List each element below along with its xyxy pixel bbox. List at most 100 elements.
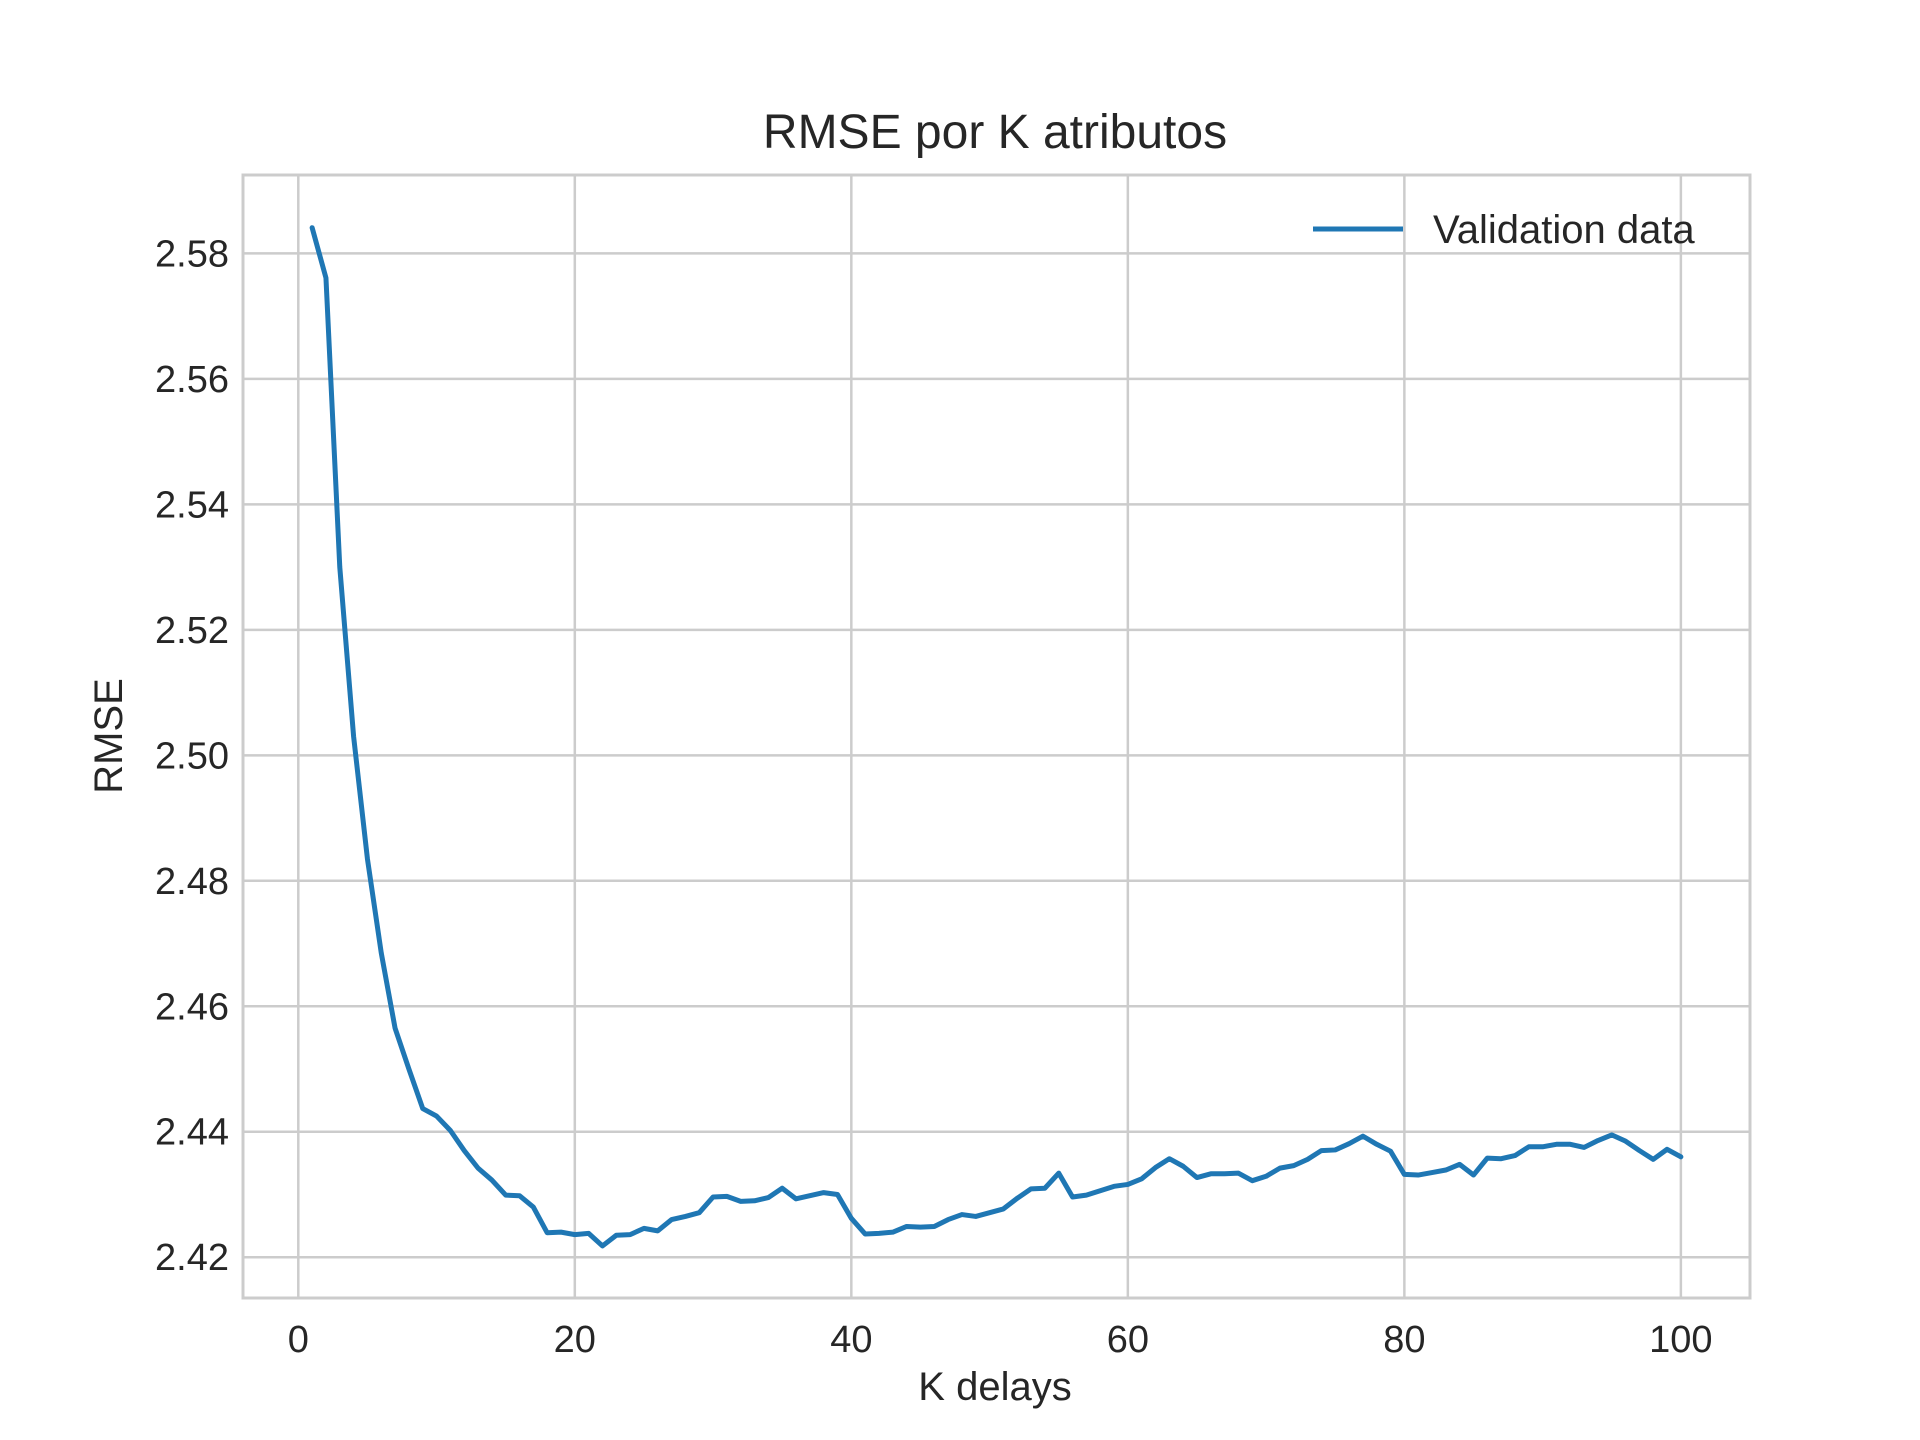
data-point	[1347, 1141, 1352, 1146]
data-point	[1277, 1166, 1282, 1171]
data-point	[1167, 1156, 1172, 1161]
y-tick-label: 2.44	[155, 1112, 229, 1154]
data-point	[669, 1217, 674, 1222]
data-point	[697, 1210, 702, 1215]
data-point	[420, 1106, 425, 1111]
data-point	[1678, 1154, 1683, 1159]
data-point	[1319, 1148, 1324, 1153]
data-point	[1250, 1178, 1255, 1183]
data-point	[1015, 1196, 1020, 1201]
data-point	[904, 1224, 909, 1229]
data-point	[351, 734, 356, 739]
y-axis-ticks: 2.42 2.44 2.46 2.48 2.50 2.52 2.54 2.56 2.58	[155, 233, 229, 1279]
data-point	[1208, 1171, 1213, 1176]
data-point	[1416, 1173, 1421, 1178]
data-point	[1554, 1142, 1559, 1147]
data-point	[946, 1217, 951, 1222]
data-point	[503, 1193, 508, 1198]
data-point	[987, 1210, 992, 1215]
data-point	[932, 1224, 937, 1229]
data-point	[517, 1193, 522, 1198]
data-point	[393, 1026, 398, 1031]
x-tick-label: 100	[1649, 1319, 1712, 1361]
data-point	[545, 1230, 550, 1235]
y-tick-label: 2.50	[155, 735, 229, 777]
y-tick-label: 2.46	[155, 986, 229, 1028]
data-point	[1457, 1162, 1462, 1167]
data-point	[1637, 1148, 1642, 1153]
data-point	[1471, 1173, 1476, 1178]
x-axis-ticks: 0 20 40 60 80 100	[288, 1319, 1713, 1361]
series-line-validation-data	[309, 225, 1684, 1249]
data-point	[448, 1128, 453, 1133]
data-point	[1098, 1188, 1103, 1193]
y-tick-label: 2.42	[155, 1237, 229, 1279]
y-axis-label: RMSE	[87, 678, 131, 794]
legend: Validation data	[1313, 208, 1695, 252]
data-point	[406, 1067, 411, 1072]
y-tick-label: 2.58	[155, 233, 229, 275]
data-point	[1526, 1144, 1531, 1149]
data-point	[1609, 1132, 1614, 1137]
data-point	[752, 1198, 757, 1203]
x-tick-label: 0	[288, 1319, 309, 1361]
data-point	[1651, 1157, 1656, 1162]
data-point	[863, 1232, 868, 1237]
data-point	[1153, 1165, 1158, 1170]
x-tick-label: 60	[1107, 1319, 1149, 1361]
data-point	[1388, 1149, 1393, 1154]
x-axis-label: K delays	[918, 1365, 1071, 1409]
data-point	[821, 1190, 826, 1195]
data-point	[1084, 1193, 1089, 1198]
data-point	[918, 1225, 923, 1230]
grid	[243, 175, 1750, 1298]
data-point	[1042, 1186, 1047, 1191]
data-point	[310, 225, 315, 230]
data-point	[1070, 1194, 1075, 1199]
data-point	[1056, 1171, 1061, 1176]
data-point	[1512, 1153, 1517, 1158]
chart-title: RMSE por K atributos	[763, 106, 1227, 159]
data-point	[641, 1226, 646, 1231]
data-point	[1264, 1174, 1269, 1179]
data-point	[628, 1232, 633, 1237]
series-layer	[309, 225, 1684, 1249]
data-point	[738, 1199, 743, 1204]
data-point	[794, 1196, 799, 1201]
data-point	[1443, 1168, 1448, 1173]
y-tick-label: 2.48	[155, 861, 229, 903]
plot-area-frame	[241, 173, 1752, 1300]
data-point	[476, 1166, 481, 1171]
data-point	[1181, 1164, 1186, 1169]
y-tick-label: 2.56	[155, 359, 229, 401]
y-tick-label: 2.52	[155, 610, 229, 652]
data-point	[1499, 1156, 1504, 1161]
data-point	[614, 1233, 619, 1238]
data-point	[1029, 1186, 1034, 1191]
y-tick-label: 2.54	[155, 484, 229, 526]
data-point	[959, 1212, 964, 1217]
data-point	[807, 1193, 812, 1198]
data-point	[1568, 1142, 1573, 1147]
legend-label-validation-data: Validation data	[1433, 208, 1695, 252]
data-point	[489, 1178, 494, 1183]
data-point	[780, 1186, 785, 1191]
data-point	[1623, 1139, 1628, 1144]
data-point	[1125, 1182, 1130, 1187]
x-tick-label: 20	[554, 1319, 596, 1361]
data-point	[531, 1205, 536, 1210]
data-point	[379, 950, 384, 955]
data-point	[1540, 1144, 1545, 1149]
data-point	[835, 1192, 840, 1197]
data-point	[1360, 1134, 1365, 1139]
data-point	[711, 1194, 716, 1199]
data-point	[572, 1232, 577, 1237]
data-point	[1402, 1172, 1407, 1177]
data-point	[1236, 1171, 1241, 1176]
data-point	[600, 1243, 605, 1248]
data-point	[724, 1194, 729, 1199]
data-point	[849, 1216, 854, 1221]
x-tick-label: 40	[830, 1319, 872, 1361]
